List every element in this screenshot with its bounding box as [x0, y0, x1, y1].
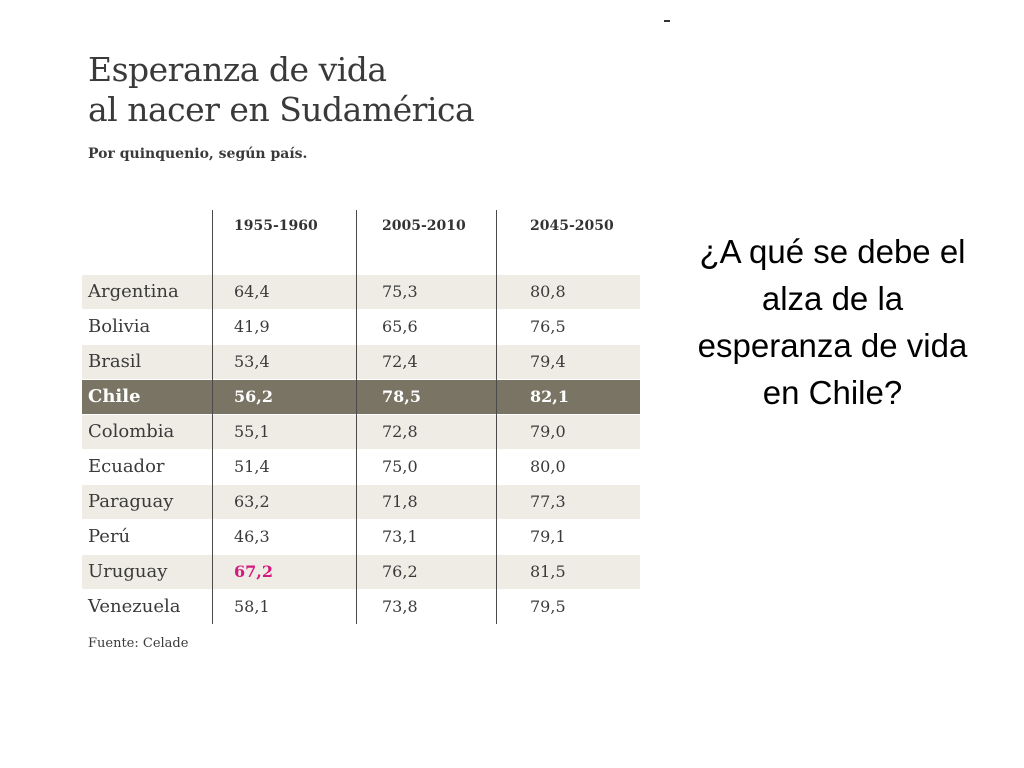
table-row-colombia: Colombia 55,1 72,8 79,0 [82, 414, 640, 449]
value-cell-1955-1960: 51,4 [234, 457, 270, 476]
country-label: Bolivia [88, 316, 151, 337]
value-cell-1955-1960: 63,2 [234, 492, 270, 511]
chart-title: Esperanza de vida al nacer en Sudamérica [88, 50, 475, 130]
value-cell-2045-2050: 76,5 [530, 317, 566, 336]
value-cell-2005-2010: 71,8 [382, 492, 418, 511]
value-cell-2045-2050: 79,1 [530, 527, 566, 546]
value-cell-2005-2010: 72,4 [382, 352, 418, 371]
country-label: Perú [88, 526, 131, 547]
value-cell-2045-2050: 80,0 [530, 457, 566, 476]
table-row-perú: Perú 46,3 73,1 79,1 [82, 519, 640, 554]
column-divider [212, 210, 213, 624]
value-cell-1955-1960: 64,4 [234, 282, 270, 301]
value-cell-2045-2050: 82,1 [530, 387, 569, 406]
country-label: Paraguay [88, 491, 174, 512]
country-label: Brasil [88, 351, 142, 372]
table-header-row: 1955-1960 2005-2010 2045-2050 [82, 210, 640, 274]
value-cell-2005-2010: 75,3 [382, 282, 418, 301]
value-cell-1955-1960: 58,1 [234, 597, 270, 616]
column-divider [356, 210, 357, 624]
value-cell-2045-2050: 77,3 [530, 492, 566, 511]
country-label: Argentina [88, 281, 179, 302]
column-header-1955-1960: 1955-1960 [234, 218, 318, 234]
life-expectancy-table: 1955-1960 2005-2010 2045-2050 Argentina 64,… [82, 210, 640, 624]
value-cell-2045-2050: 79,4 [530, 352, 566, 371]
column-divider [496, 210, 497, 624]
table-row-venezuela: Venezuela 58,1 73,8 79,5 [82, 589, 640, 624]
chart-subtitle: Por quinquenio, según país. [88, 146, 308, 162]
table-row-brasil: Brasil 53,4 72,4 79,4 [82, 344, 640, 379]
value-cell-2045-2050: 79,0 [530, 422, 566, 441]
column-header-2005-2010: 2005-2010 [382, 218, 466, 234]
value-cell-1955-1960: 67,2 [234, 562, 273, 581]
value-cell-1955-1960: 46,3 [234, 527, 270, 546]
dash-mark [664, 20, 670, 22]
value-cell-2005-2010: 72,8 [382, 422, 418, 441]
value-cell-1955-1960: 53,4 [234, 352, 270, 371]
value-cell-2005-2010: 76,2 [382, 562, 418, 581]
value-cell-2045-2050: 79,5 [530, 597, 566, 616]
country-label: Colombia [88, 421, 175, 442]
value-cell-2005-2010: 75,0 [382, 457, 418, 476]
table-row-argentina: Argentina 64,4 75,3 80,8 [82, 274, 640, 309]
value-cell-2005-2010: 73,8 [382, 597, 418, 616]
table-row-chile: Chile 56,2 78,5 82,1 [82, 379, 640, 414]
table-row-uruguay: Uruguay 67,2 76,2 81,5 [82, 554, 640, 589]
question-text: ¿A qué se debe el alza de la esperanza d… [697, 233, 968, 411]
value-cell-2005-2010: 65,6 [382, 317, 418, 336]
value-cell-2005-2010: 73,1 [382, 527, 418, 546]
table-row-paraguay: Paraguay 63,2 71,8 77,3 [82, 484, 640, 519]
value-cell-1955-1960: 41,9 [234, 317, 270, 336]
table-body: Argentina 64,4 75,3 80,8 Bolivia 41,9 65,6 76,5… [82, 274, 640, 624]
source-note: Fuente: Celade [88, 636, 189, 651]
table-row-ecuador: Ecuador 51,4 75,0 80,0 [82, 449, 640, 484]
value-cell-1955-1960: 55,1 [234, 422, 270, 441]
column-header-2045-2050: 2045-2050 [530, 218, 614, 234]
value-cell-2045-2050: 80,8 [530, 282, 566, 301]
value-cell-2005-2010: 78,5 [382, 387, 421, 406]
chart-title-line-2: al nacer en Sudamérica [88, 90, 475, 129]
value-cell-1955-1960: 56,2 [234, 387, 273, 406]
table-row-bolivia: Bolivia 41,9 65,6 76,5 [82, 309, 640, 344]
country-label: Uruguay [88, 561, 168, 582]
country-label: Venezuela [88, 596, 181, 617]
chart-title-line-1: Esperanza de vida [88, 50, 387, 89]
country-label: Ecuador [88, 456, 165, 477]
value-cell-2045-2050: 81,5 [530, 562, 566, 581]
country-label: Chile [88, 386, 141, 407]
